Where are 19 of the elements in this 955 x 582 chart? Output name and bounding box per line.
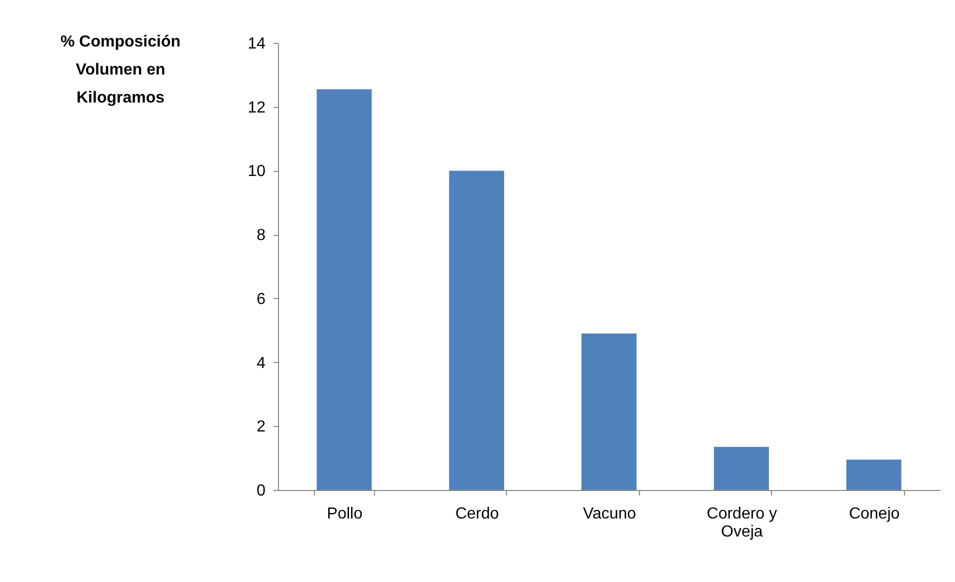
y-axis-title: % Composición Volumen en Kilogramos	[60, 34, 181, 106]
y-tick-label: 2	[256, 418, 266, 436]
y-tick-label: 10	[248, 163, 266, 180]
x-tick-label: Cordero y Oveja	[706, 506, 778, 540]
x-tick-label: Cerdo	[455, 506, 499, 522]
x-tick-label: Vacuno	[582, 506, 636, 522]
bar	[714, 446, 769, 490]
bar	[316, 89, 372, 490]
y-tick-label: 4	[256, 354, 266, 372]
y-tick-label: 0	[256, 482, 266, 500]
y-tick-label: 6	[256, 290, 266, 308]
y-tick-label: 8	[256, 227, 266, 244]
bar	[449, 170, 504, 490]
y-tick-label: 12	[248, 99, 266, 116]
x-tick-label: Conejo	[848, 506, 900, 522]
bar	[582, 334, 636, 490]
bar	[846, 460, 902, 490]
y-tick-label: 14	[248, 36, 266, 52]
x-tick-label: Pollo	[326, 506, 363, 522]
